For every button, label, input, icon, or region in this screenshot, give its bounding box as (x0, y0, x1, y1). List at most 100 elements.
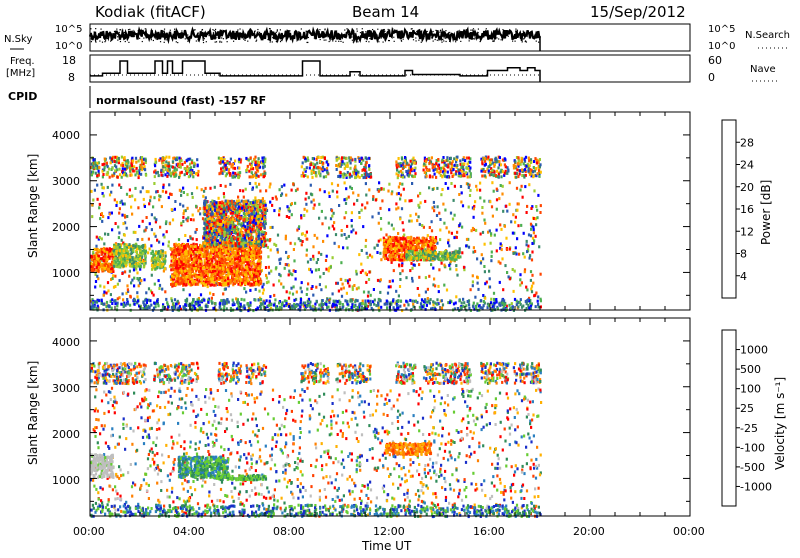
power-cell (365, 239, 367, 242)
noise-search-dot (336, 30, 337, 31)
power-cell (260, 307, 262, 310)
power-cell (466, 238, 468, 241)
power-cell (322, 303, 324, 306)
power-cell (311, 176, 313, 179)
power-cell (337, 300, 339, 303)
power-cell (247, 165, 249, 168)
power-cell (317, 166, 319, 169)
power-cell (489, 229, 491, 232)
power-cell (134, 258, 136, 261)
power-cell (367, 256, 369, 259)
noise-search-dot (326, 33, 327, 34)
noise-search-dot (198, 40, 199, 41)
power-cell (504, 303, 506, 306)
power-cell (166, 230, 168, 233)
power-cell (500, 175, 502, 178)
noise-search-dot (445, 30, 446, 31)
power-cell (465, 244, 467, 247)
power-cell (488, 169, 490, 172)
power-cell (246, 303, 248, 306)
power-cell (266, 277, 268, 280)
power-cell (132, 159, 134, 162)
noise-search-dot (491, 38, 492, 39)
noise-search-dot (111, 37, 112, 38)
power-cell (491, 169, 493, 172)
power-cell (434, 284, 436, 287)
power-cell (140, 279, 142, 282)
power-cell (521, 174, 523, 177)
power-cell (401, 207, 403, 210)
power-cell (438, 171, 440, 174)
noise-search-dot (449, 41, 450, 42)
power-cell (530, 228, 532, 231)
power-cell (411, 277, 413, 280)
noise-search-dot (127, 36, 128, 37)
power-cell (298, 225, 300, 228)
noise-search-dot (388, 29, 389, 30)
power-cell (501, 257, 503, 260)
power-cell (101, 220, 103, 223)
power-cell (127, 302, 129, 305)
power-cell (427, 288, 429, 291)
power-cell (276, 198, 278, 201)
power-cell (200, 293, 202, 296)
power-cell (438, 268, 440, 271)
power-cell (399, 272, 401, 275)
power-cell (123, 249, 125, 252)
power-cell (280, 282, 282, 285)
noise-search-dot (160, 41, 161, 42)
noise-search-dot (123, 35, 124, 36)
noise-search-dot (142, 30, 143, 31)
power-cell (179, 203, 181, 206)
noise-search-dot (376, 38, 377, 39)
noise-search-dot (517, 30, 518, 31)
noise-search-dot (515, 31, 516, 32)
power-cell (396, 169, 398, 172)
power-cell (196, 238, 198, 241)
power-cell (180, 159, 182, 162)
power-cell (336, 191, 338, 194)
power-cell (530, 223, 532, 226)
power-cell (536, 162, 538, 165)
power-cell (124, 168, 126, 171)
power-cell (151, 268, 153, 271)
power-cell (101, 299, 103, 302)
power-cell (125, 254, 127, 257)
power-cell (245, 169, 247, 172)
power-cell (180, 222, 182, 225)
power-cell (516, 187, 518, 190)
noise-search-dot (289, 30, 290, 31)
power-cell (404, 199, 406, 202)
power-cell (300, 287, 302, 290)
power-cell (400, 300, 402, 303)
power-cell (520, 163, 522, 166)
noise-search-dot (249, 38, 250, 39)
power-cell (338, 204, 340, 207)
power-cell (240, 303, 242, 306)
power-cell (461, 163, 463, 166)
power-cell (426, 169, 428, 172)
power-cell (197, 170, 199, 173)
power-cell (331, 182, 333, 185)
power-cell (346, 197, 348, 200)
power-cell (497, 175, 499, 178)
power-cell (409, 299, 411, 302)
power-cell (398, 192, 400, 195)
noise-search-dot (493, 35, 494, 36)
power-cell (118, 254, 120, 257)
power-cell (431, 220, 433, 223)
power-cell (130, 206, 132, 209)
power-cell (96, 184, 98, 187)
power-cell (328, 227, 330, 230)
power-cell (540, 171, 542, 174)
power-cell (165, 255, 167, 258)
noise-search-dot (515, 28, 516, 29)
power-cell (318, 268, 320, 271)
noise-search-dot (280, 29, 281, 30)
power-cell (132, 256, 134, 259)
power-cell (334, 242, 336, 245)
noise-search-dot (194, 29, 195, 30)
power-cell (207, 305, 209, 308)
power-cell (254, 196, 256, 199)
noise-search-dot (455, 41, 456, 42)
